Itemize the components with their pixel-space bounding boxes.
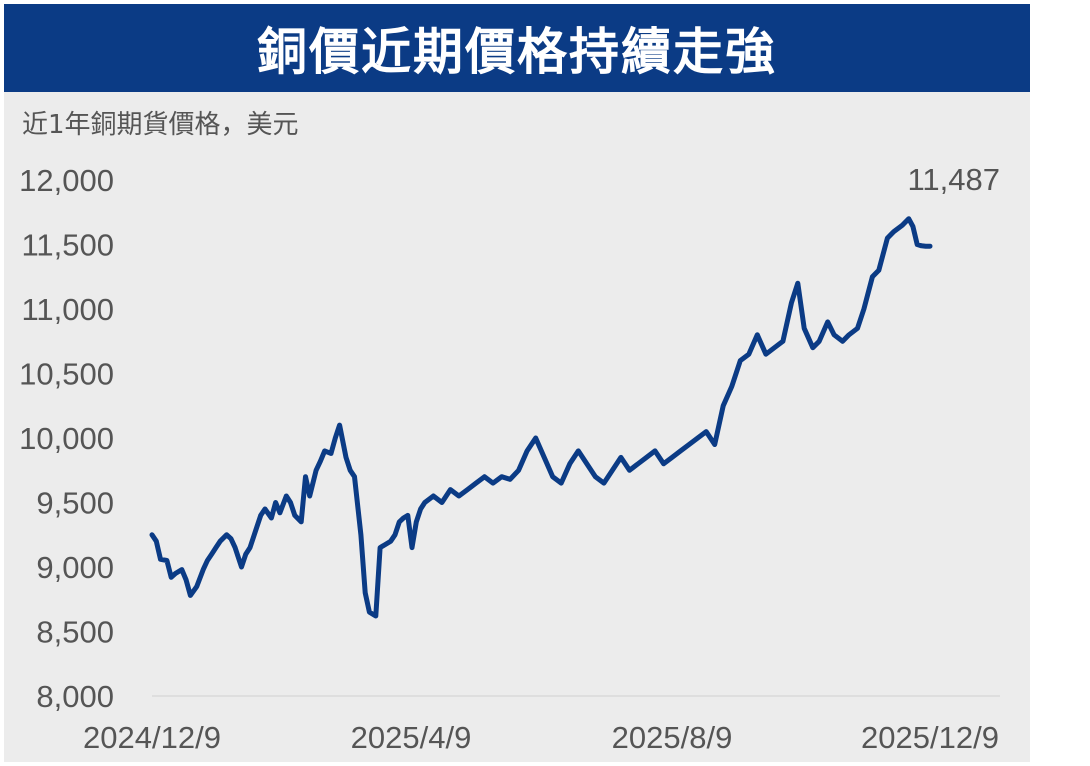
x-tick-label: 2025/12/9 (861, 720, 999, 755)
chart-subtitle: 近1年銅期貨價格，美元 (22, 110, 299, 140)
y-tick-label: 12,000 (19, 163, 114, 198)
x-tick-label: 2024/12/9 (83, 720, 221, 755)
x-axis: 2024/12/9 2025/4/9 2025/8/9 2025/12/9 (83, 720, 999, 755)
price-series-line (149, 216, 933, 619)
last-value-label: 11,487 (907, 162, 1000, 197)
x-tick-label: 2025/4/9 (351, 720, 472, 755)
y-tick-label: 10,500 (19, 357, 114, 392)
chart-header: 銅價近期價格持續走強 (4, 4, 1030, 92)
chart-title: 銅價近期價格持續走強 (257, 23, 777, 81)
y-axis: 8,000 8,500 9,000 9,500 10,000 10,500 11,000 11… (19, 163, 114, 714)
y-tick-label: 9,000 (36, 550, 114, 585)
y-tick-label: 8,500 (36, 615, 114, 650)
y-tick-label: 8,000 (36, 679, 114, 714)
x-tick-label: 2025/8/9 (612, 720, 733, 755)
y-tick-label: 11,500 (21, 228, 114, 263)
chart-panel (4, 4, 1030, 762)
y-tick-label: 11,000 (21, 292, 114, 327)
y-tick-label: 9,500 (36, 486, 114, 521)
y-tick-label: 10,000 (19, 421, 114, 456)
